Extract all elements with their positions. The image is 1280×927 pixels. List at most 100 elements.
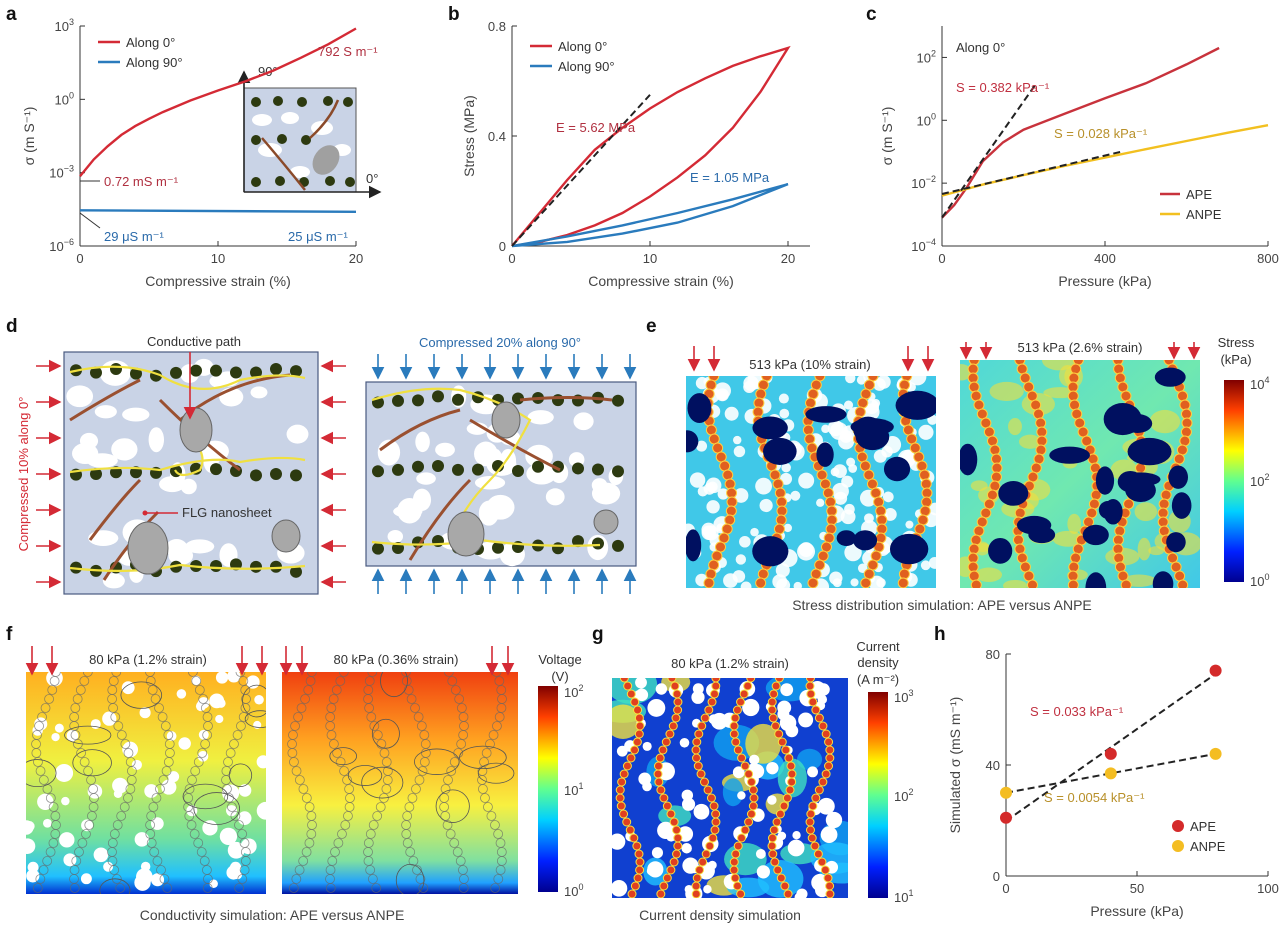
f-chain-particle <box>186 820 197 830</box>
g-chain-particle <box>699 777 709 787</box>
g-chain-particle <box>632 737 642 747</box>
f-chain-particle <box>481 748 492 758</box>
g-chain-particle <box>732 705 742 715</box>
f-pore <box>198 729 209 740</box>
e-chain-particle <box>968 381 980 393</box>
f-chain-particle <box>160 721 171 731</box>
g-chain-particle <box>673 841 683 851</box>
f-chain-particle <box>163 757 174 767</box>
f-pore <box>139 707 151 719</box>
f-pore <box>226 805 238 817</box>
e-inclusion <box>988 537 1013 564</box>
g-chain-particle <box>669 857 679 867</box>
f-chain-particle <box>406 694 417 704</box>
g-current-patch <box>722 778 744 807</box>
f-chain-particle <box>301 847 312 857</box>
g-chain-particle <box>630 697 640 707</box>
g-chain-particle <box>703 785 713 795</box>
d-particle <box>230 366 242 379</box>
e-chain-particle <box>726 487 738 499</box>
e-pore <box>733 488 749 503</box>
f-chain-particle <box>120 739 131 749</box>
g-pore <box>749 754 760 765</box>
a-ylabel: σ (m S⁻¹) <box>21 107 37 166</box>
g-chain-particle <box>779 801 789 811</box>
a-xlabel: Compressive strain (%) <box>145 273 290 289</box>
g-chain-particle <box>673 697 683 707</box>
g-chain-particle <box>787 769 797 779</box>
f-chain-particle <box>298 784 309 794</box>
g-chain-particle <box>748 785 758 795</box>
g-chain-particle <box>781 745 791 755</box>
f-colorbar <box>538 686 558 892</box>
e-inclusion <box>883 456 911 482</box>
e-chain-particle <box>917 514 929 526</box>
e-chain-particle <box>1014 360 1026 366</box>
g-chain-particle <box>737 833 747 843</box>
h-legend-swatch <box>1172 840 1184 852</box>
e-patch <box>1067 513 1082 534</box>
f-pore <box>256 755 266 769</box>
e-chain-particle <box>1117 570 1129 582</box>
g-chain-particle <box>774 678 784 683</box>
d-particle <box>612 394 624 407</box>
f-chain-particle <box>340 820 351 830</box>
g-chain-particle <box>635 865 645 875</box>
e-chain-particle <box>1157 516 1169 528</box>
e-chain-particle <box>967 561 979 573</box>
d-particle <box>552 542 564 555</box>
d-particle-large <box>127 521 169 575</box>
c-ytick-label: 100 <box>917 111 936 128</box>
g-pore <box>679 737 690 748</box>
e-chain-particle <box>719 460 731 472</box>
f-inclusion <box>64 725 112 745</box>
f-pore <box>87 784 103 799</box>
d-particle <box>532 460 544 473</box>
e-chain-particle <box>976 516 988 528</box>
f-chain-particle <box>40 703 51 713</box>
e-chain-particle <box>976 408 988 420</box>
f-chain-particle <box>289 757 299 767</box>
b-fit-line <box>511 94 651 247</box>
g-chain-particle <box>634 713 644 723</box>
e-pore <box>920 560 931 571</box>
f-chain-particle <box>151 793 162 803</box>
d-pore <box>527 410 554 425</box>
f-chain-particle <box>492 721 502 731</box>
a-ytick-label: 10−3 <box>49 164 74 181</box>
f-chain-particle <box>42 856 53 866</box>
e-chain-particle <box>970 390 982 402</box>
e-chain-particle <box>807 388 819 400</box>
e-pore <box>778 393 789 404</box>
e-inclusion <box>1166 532 1186 553</box>
g-chain-particle <box>774 729 784 739</box>
g-chain-particle <box>709 689 719 699</box>
f-chain-particle <box>145 676 156 686</box>
e-chain-particle <box>705 424 717 436</box>
f-pore <box>112 777 128 794</box>
f-chain-particle <box>326 730 337 740</box>
f-pore <box>80 873 92 885</box>
b-xtick-label: 0 <box>508 251 515 266</box>
d-pore <box>209 374 231 388</box>
f-chain-particle <box>147 685 158 695</box>
e-inclusion <box>1152 571 1174 588</box>
g-chain-particle <box>662 873 672 883</box>
f-pore <box>131 759 142 770</box>
f-cbar-mid: 101 <box>564 781 583 798</box>
f-chain-particle <box>446 766 457 776</box>
e-chain-particle <box>897 577 909 588</box>
f-inclusion <box>99 878 131 894</box>
e-chain-particle <box>1012 534 1024 546</box>
f-chain-particle <box>293 712 303 722</box>
e-pore <box>821 424 830 434</box>
f-chain-particle <box>483 802 493 812</box>
f-chain-particle <box>113 721 124 731</box>
e-pore <box>845 376 856 384</box>
e-chain-particle <box>875 505 887 517</box>
f-inclusion <box>347 765 383 786</box>
g-pore <box>732 766 745 779</box>
a-xtick-label: 20 <box>349 251 363 266</box>
g-chain-particle <box>733 841 743 851</box>
e-chain-particle <box>913 451 925 463</box>
